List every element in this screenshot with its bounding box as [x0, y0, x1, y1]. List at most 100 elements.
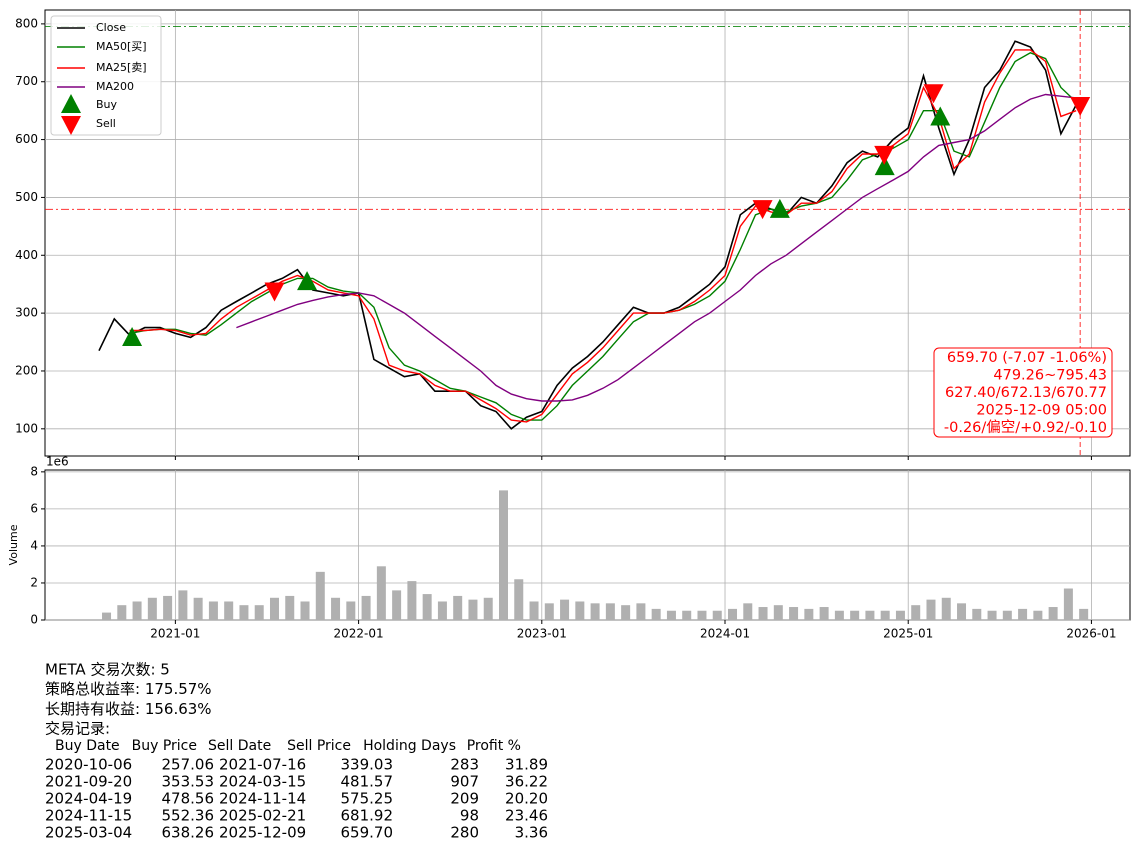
table-cell: 481.57: [341, 773, 394, 791]
volume-bar: [651, 608, 661, 620]
trade-marker: [264, 282, 285, 302]
volume-bar: [1002, 610, 1012, 620]
x-tick-label: 2026-01: [1066, 627, 1116, 641]
y-axis-label: Volume: [7, 524, 20, 565]
table-cell: 2024-04-19: [45, 790, 132, 808]
y-tick-label: 500: [15, 190, 38, 204]
volume-bar: [208, 601, 218, 620]
volume-bar: [102, 612, 112, 620]
y-tick-label: 4: [30, 538, 38, 552]
volume-bar: [972, 608, 982, 620]
y-tick-label: 400: [15, 248, 38, 262]
table-cell: 907: [450, 773, 479, 791]
volume-bar: [728, 608, 738, 620]
annotation-line: 479.26~795.43: [993, 368, 1107, 384]
table-cell: 2024-11-15: [45, 807, 132, 825]
annotation-line: -0.26/偏空/+0.92/-0.10: [944, 419, 1107, 436]
y-tick-label: 300: [15, 306, 38, 320]
table-cell: 3.36: [515, 824, 548, 842]
table-cell: 339.03: [341, 756, 394, 774]
volume-bar: [224, 601, 234, 620]
table-cell: 23.46: [505, 807, 548, 825]
volume-bar: [407, 581, 417, 620]
y-tick-label: 100: [15, 421, 38, 435]
x-tick-label: 2025-01: [883, 627, 933, 641]
table-header: Buy Date: [55, 738, 120, 754]
volume-bar: [789, 607, 799, 620]
volume-bar: [575, 601, 585, 620]
report-line: 交易记录:: [45, 720, 110, 738]
volume-bar: [453, 595, 463, 620]
series-line: [98, 40, 1077, 430]
report-line: 长期持有收益: 156.63%: [45, 700, 212, 718]
price-frame: [44, 9, 1131, 457]
table-cell: 2025-12-09: [219, 824, 306, 842]
volume-bar: [193, 597, 203, 620]
volume-bar: [376, 566, 386, 620]
table-header: Sell Price: [287, 738, 351, 754]
trade-marker: [930, 106, 951, 126]
volume-bar: [331, 597, 341, 620]
trade-marker: [769, 198, 790, 218]
y-tick-label: 6: [30, 501, 38, 515]
volume-bar: [697, 610, 707, 620]
volume-bar: [560, 599, 570, 620]
table-cell: 209: [450, 790, 479, 808]
table-cell: 2024-03-15: [219, 773, 306, 791]
table-cell: 2021-09-20: [45, 773, 132, 791]
report-line: 策略总收益率: 175.57%: [45, 680, 212, 698]
table-cell: 638.26: [162, 824, 215, 842]
legend-label: Sell: [96, 117, 116, 130]
volume-bar: [941, 597, 951, 620]
volume-bar: [392, 590, 402, 620]
trade-marker: [1070, 97, 1091, 117]
y-tick-label: 0: [30, 613, 38, 627]
volume-bar: [422, 594, 432, 620]
table-header: Sell Date: [208, 738, 271, 754]
y-tick-label: 700: [15, 74, 38, 88]
series-line: [129, 52, 1077, 421]
volume-bar: [743, 603, 753, 620]
volume-bar: [636, 603, 646, 620]
volume-bar: [498, 490, 508, 620]
volume-bar: [117, 605, 127, 620]
table-cell: 353.53: [162, 773, 215, 791]
volume-bar: [437, 601, 447, 620]
table-cell: 2025-02-21: [219, 807, 306, 825]
volume-bar: [911, 605, 921, 620]
annotation-line: 627.40/672.13/670.77: [945, 385, 1107, 401]
volume-bar: [926, 599, 936, 620]
volume-bar: [850, 610, 860, 620]
trade-marker: [122, 326, 143, 346]
volume-bar: [758, 607, 768, 620]
trade-marker: [297, 271, 318, 291]
table-cell: 2025-03-04: [45, 824, 132, 842]
volume-frame: [44, 469, 1131, 621]
volume-bar: [178, 590, 188, 620]
volume-bar: [804, 608, 814, 620]
volume-bar: [1063, 588, 1073, 620]
x-tick-label: 2021-01: [150, 627, 200, 641]
table-cell: 98: [460, 807, 479, 825]
offset-label: 1e6: [46, 455, 69, 469]
volume-bar: [346, 601, 356, 620]
table-cell: 20.20: [505, 790, 548, 808]
legend-marker: [61, 116, 81, 135]
y-tick-label: 2: [30, 575, 38, 589]
volume-bar: [666, 610, 676, 620]
volume-bar: [315, 571, 325, 620]
volume-bar: [1018, 608, 1028, 620]
volume-bar: [987, 610, 997, 620]
table-cell: 2021-07-16: [219, 756, 306, 774]
table-cell: 681.92: [341, 807, 394, 825]
y-tick-label: 600: [15, 132, 38, 146]
table-cell: 552.36: [162, 807, 215, 825]
volume-bar: [544, 603, 554, 620]
table-cell: 2024-11-14: [219, 790, 306, 808]
table-cell: 478.56: [162, 790, 215, 808]
trade-marker: [874, 156, 895, 176]
volume-bar: [254, 605, 264, 620]
legend-label: MA25[卖]: [96, 61, 147, 74]
x-tick-label: 2023-01: [517, 627, 567, 641]
